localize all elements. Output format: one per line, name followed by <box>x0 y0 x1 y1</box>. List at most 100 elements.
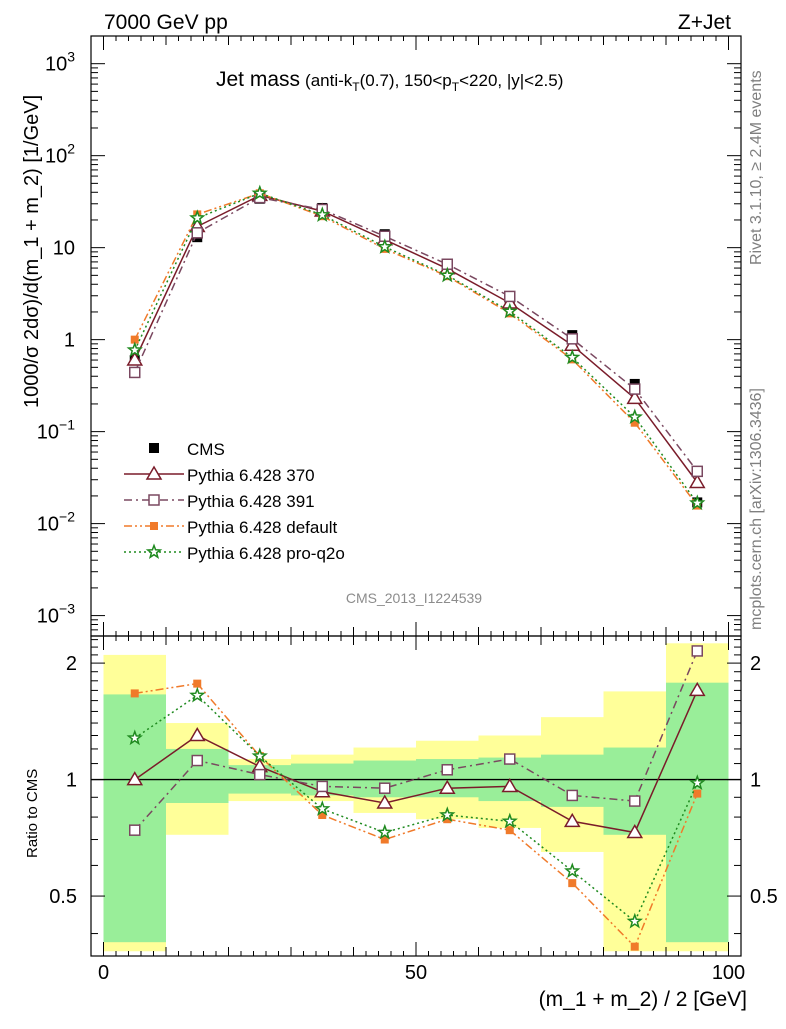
analysis-id: CMS_2013_I1224539 <box>346 590 482 606</box>
legend-label-3: Pythia 6.428 default <box>187 518 338 537</box>
main-marker-4-0 <box>126 341 143 358</box>
ratio-marker-0-8 <box>626 823 644 839</box>
main-series-4 <box>126 184 706 511</box>
tick-base: 10 <box>45 54 67 76</box>
ratio-ytick-label-left-1: 1 <box>66 770 77 792</box>
tick-exponent: −2 <box>59 509 75 525</box>
main-ytick-label-6: 103 <box>45 49 75 76</box>
legend-marker-1 <box>145 465 163 480</box>
title-sub-post: <220, |y|<2.5) <box>459 71 563 90</box>
legend-marker-0 <box>149 443 159 453</box>
legend: CMS Pythia 6.428 370 Pythia 6.428 391 Pythi… <box>124 440 345 563</box>
ratio-ylabel: Ratio to CMS <box>24 769 41 858</box>
ratio-ytick-label-right-0: 0.5 <box>750 886 778 908</box>
ratio-marker-0-5 <box>438 779 456 794</box>
tick-base: 10 <box>45 146 67 168</box>
title-sub-pre: (anti-k <box>305 71 353 90</box>
rivet-label: Rivet 3.1.10, ≥ 2.4M events <box>748 70 765 265</box>
main-marker-2-0 <box>129 366 141 379</box>
main-marker-4-4 <box>376 238 393 254</box>
legend-label-4: Pythia 6.428 pro-q2o <box>187 544 345 563</box>
ratio-ytick-label-left-0: 0.5 <box>49 886 77 908</box>
xtick-label-0: 0 <box>98 962 109 984</box>
legend-label-2: Pythia 6.428 391 <box>187 492 315 511</box>
tick-base: 10 <box>37 422 59 444</box>
main-marker-2-8 <box>629 383 641 395</box>
main-marker-4-2 <box>251 184 268 201</box>
ratio-marker-3-5 <box>439 806 456 823</box>
main-marker-2-6 <box>504 290 516 303</box>
ratio-marker-3-2 <box>251 747 268 764</box>
tick-exponent: −3 <box>59 601 75 617</box>
ratio-frame <box>90 635 742 957</box>
band-stat-9 <box>666 682 729 943</box>
main-marker-4-6 <box>501 302 518 319</box>
ratio-marker-2-3 <box>318 810 327 819</box>
tick-base: 10 <box>37 606 59 628</box>
legend-marker-4 <box>145 543 163 560</box>
ratio-marker-1-1 <box>191 754 203 767</box>
ratio-marker-3-1 <box>189 686 206 703</box>
main-marker-1-0 <box>126 351 144 366</box>
ratio-marker-2-1 <box>193 679 202 688</box>
main-series-2 <box>129 191 703 478</box>
main-title-bold: Jet mass <box>216 68 300 91</box>
tick-exponent: 2 <box>67 141 75 157</box>
ratio-ytick-label-right-1: 1 <box>750 770 761 792</box>
ratio-ytick-label-right-2: 2 <box>750 653 761 675</box>
ratio-marker-3-9 <box>689 774 706 790</box>
tick-base: 10 <box>53 238 75 260</box>
main-marker-2-1 <box>191 227 203 239</box>
energy-label: 7000 GeV pp <box>104 11 228 34</box>
ratio-marker-2-8 <box>630 942 639 951</box>
ratio-marker-1-6 <box>504 753 516 765</box>
ratio-marker-3-0 <box>126 729 143 746</box>
ratio-marker-1-4 <box>379 782 391 794</box>
source-label: mcplots.cern.ch [arXiv:1306.3436] <box>748 388 765 630</box>
legend-label-0: CMS <box>187 440 225 459</box>
ratio-series-layer <box>126 645 706 951</box>
main-marker-4-3 <box>314 206 331 222</box>
ratio-marker-1-0 <box>129 824 141 836</box>
ratio-line-2 <box>134 682 698 949</box>
main-ytick-label-5: 102 <box>45 141 75 168</box>
ratio-marker-2-9 <box>693 789 702 798</box>
title-sub-s2: T <box>452 80 460 94</box>
main-marker-1-8 <box>626 389 644 405</box>
ratio-marker-3-4 <box>376 823 393 840</box>
ratio-marker-3-3 <box>314 800 331 816</box>
ratio-marker-0-6 <box>501 777 519 793</box>
main-line-2 <box>134 196 698 472</box>
main-ytick-label-2: 10−1 <box>37 417 75 444</box>
title-sub-s1: T <box>352 80 360 94</box>
ratio-marker-3-8 <box>626 912 643 929</box>
ratio-marker-1-7 <box>566 789 578 802</box>
tick-exponent: −1 <box>59 417 75 433</box>
ratio-marker-0-9 <box>688 681 706 697</box>
ratio-marker-2-4 <box>380 835 389 844</box>
ratio-marker-0-7 <box>563 812 581 828</box>
ratio-xlabel: (m_1 + m_2) / 2 [GeV] <box>539 988 747 1011</box>
title-sub-mid: (0.7), 150<p <box>360 71 452 90</box>
main-series-layer <box>126 184 706 511</box>
ratio-marker-0-0 <box>126 771 144 786</box>
main-ytick-label-4: 10 <box>53 238 75 260</box>
main-marker-3-0 <box>130 335 139 344</box>
main-ytick-label-3: 1 <box>64 330 75 352</box>
ratio-marker-3-7 <box>564 862 581 879</box>
ratio-series-3 <box>126 686 706 929</box>
main-marker-4-5 <box>439 266 456 283</box>
main-line-3 <box>134 192 698 507</box>
ratio-axis-ticks: 0.5 0.5 1 1 2 2 0 50 100 <box>49 636 778 984</box>
main-marker-4-1 <box>189 209 206 226</box>
ratio-uncertainty-bands <box>91 643 741 952</box>
main-ylabel: 1000/σ 2dσ)/d(m_1 + m_2) [1/GeV] <box>21 95 43 408</box>
ratio-line-0 <box>134 690 698 834</box>
ratio-marker-3-6 <box>501 812 518 829</box>
main-marker-4-9 <box>689 494 706 511</box>
main-line-4 <box>134 192 698 504</box>
ratio-marker-1-2 <box>254 768 266 781</box>
